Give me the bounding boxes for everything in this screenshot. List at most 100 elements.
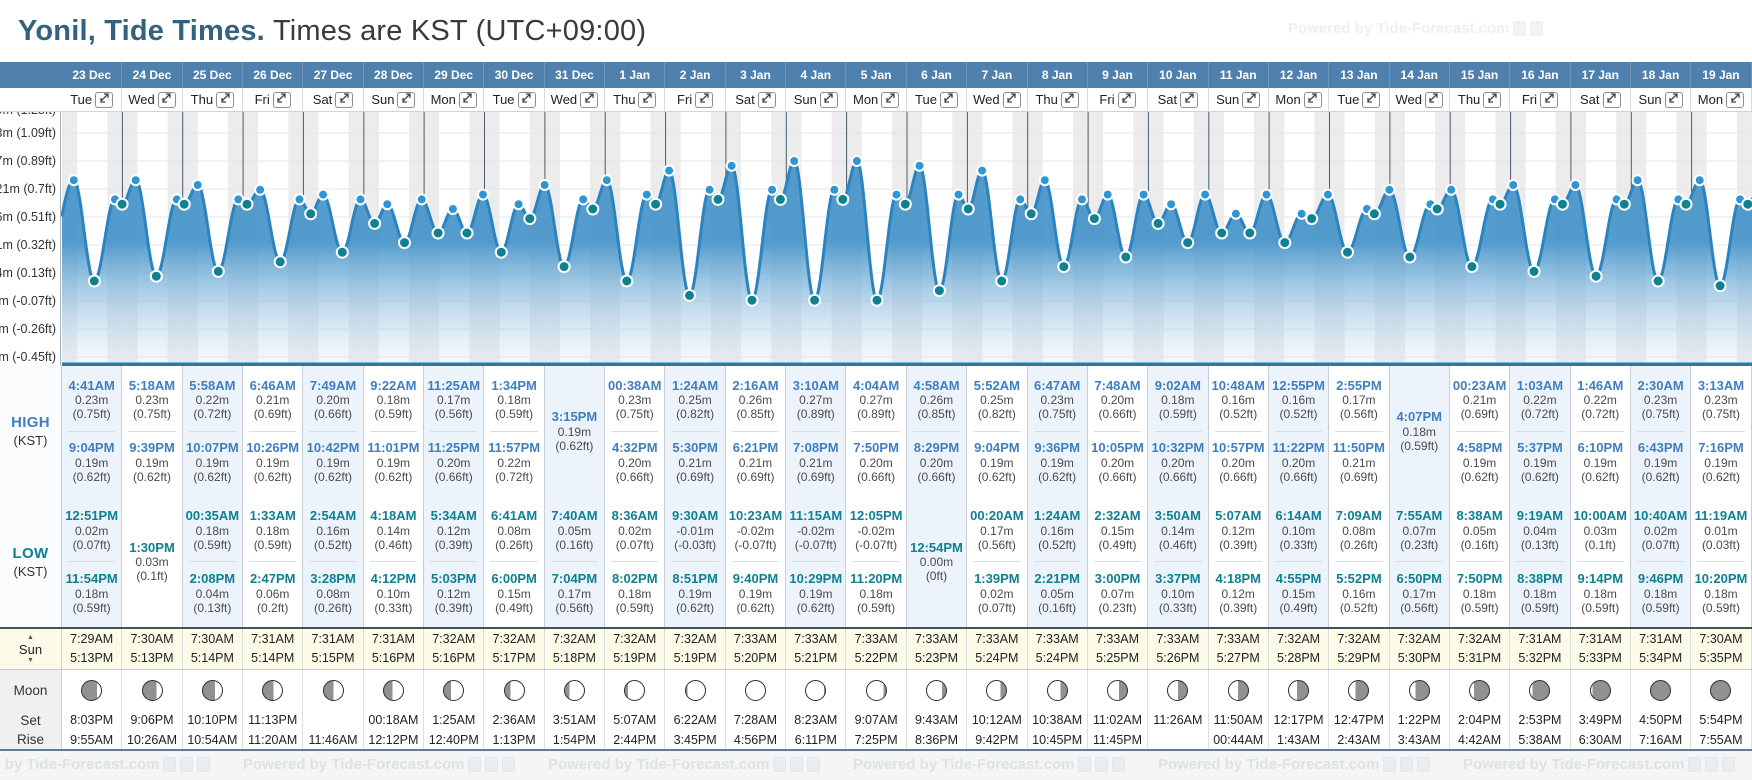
expand-day-button[interactable] <box>1726 91 1745 108</box>
tide-height-ft: (0.62ft) <box>314 469 353 484</box>
sunrise-time: 7:31AM <box>1518 631 1562 646</box>
expand-day-button[interactable] <box>881 91 900 108</box>
tide-height-m: 0.27m <box>859 393 893 408</box>
sun-times-cell: 7:32AM 5:31PM <box>1450 629 1511 669</box>
tide-height-m: 0.21m <box>1342 455 1376 470</box>
date-label: 10 Jan <box>1159 68 1197 82</box>
tide-height-m: 0.19m <box>1583 455 1617 470</box>
tide-height-ft: (0.75ft) <box>72 407 111 422</box>
date-label: 17 Jan <box>1581 68 1619 82</box>
expand-icon <box>160 92 173 107</box>
weekday-label: Fri <box>677 92 693 107</box>
tide-height-ft: (0.66ft) <box>434 469 473 484</box>
expand-day-button[interactable] <box>1180 91 1199 108</box>
tide-height-ft: (0.52ft) <box>1279 407 1318 422</box>
tide-entry: 12:54PM 0.00m (0ft) <box>907 499 966 624</box>
tide-entry: 7:08PM 0.21m (0.69ft) <box>792 430 840 494</box>
expand-day-button[interactable] <box>757 91 776 108</box>
sun-times-cell: 7:31AM 5:15PM <box>303 629 364 669</box>
moon-phase-cell <box>1631 670 1692 710</box>
expand-day-button[interactable] <box>638 91 657 108</box>
tide-entry: 5:34AM 0.12m (0.39ft) <box>424 499 483 561</box>
moon-phase-icon <box>1107 679 1129 701</box>
expand-day-button[interactable] <box>397 91 416 108</box>
expand-day-button[interactable] <box>216 91 235 108</box>
tide-time: 2:47PM <box>249 571 296 587</box>
tide-entry: 8:36AM 0.02m (0.07ft) <box>605 499 664 561</box>
sunrise-time: 7:33AM <box>1035 631 1079 646</box>
moon-phase-cell <box>1148 670 1209 710</box>
location-name: Yonil, Tide Times. <box>18 14 265 47</box>
expand-day-button[interactable] <box>1483 91 1502 108</box>
tide-time: 4:55PM <box>1275 571 1322 587</box>
tide-height-ft: (0.59ft) <box>1520 600 1559 615</box>
expand-day-button[interactable] <box>580 91 599 108</box>
tide-time: 10:05PM <box>1091 440 1144 456</box>
moon-phase-icon <box>1288 679 1310 701</box>
weekday-cell: Mon <box>846 88 907 111</box>
expand-day-button[interactable] <box>1602 91 1621 108</box>
tide-entry: 9:40PM 0.19m (0.62ft) <box>731 561 780 624</box>
expand-day-button[interactable] <box>1362 91 1381 108</box>
moonset-time: 12:47PM <box>1329 710 1390 730</box>
tide-time: 6:43PM <box>1637 440 1684 456</box>
date-header-cell: 4 Jan <box>786 62 847 88</box>
moon-phase-icon <box>744 679 766 701</box>
tide-entry: 2:16AM 0.26m (0.85ft) <box>726 369 785 431</box>
expand-day-button[interactable] <box>1242 91 1261 108</box>
expand-day-button[interactable] <box>1060 91 1079 108</box>
expand-day-button[interactable] <box>819 91 838 108</box>
expand-day-button[interactable] <box>1303 91 1322 108</box>
tide-height-m: -0.02m <box>797 523 835 538</box>
weekday-cell: Wed <box>967 88 1028 111</box>
tide-height-m: 0.22m <box>1523 393 1557 408</box>
watermark: Powered by Tide-Forecast.com <box>548 756 821 773</box>
tide-cell-high: 1:24AM 0.25m (0.82ft) 5:30PM 0.21m (0.69ft) <box>665 366 726 496</box>
tide-time: 3:50AM <box>1154 508 1201 524</box>
expand-day-button[interactable] <box>458 91 477 108</box>
expand-icon <box>1306 92 1319 107</box>
tide-height-ft: (0.85ft) <box>917 407 956 422</box>
moon-phase-icon <box>1469 679 1491 701</box>
expand-day-button[interactable] <box>939 91 958 108</box>
sun-times-cell: 7:31AM 5:14PM <box>243 629 304 669</box>
expand-day-button[interactable] <box>157 91 176 108</box>
tide-time: 1:30PM <box>129 539 175 555</box>
sun-row-label[interactable]: ▲ Sun ▼ <box>0 629 62 669</box>
expand-day-button[interactable] <box>1117 91 1136 108</box>
sun-label: Sun <box>18 641 43 657</box>
weekday-cell: Tue <box>907 88 968 111</box>
tide-entry: 2:30AM 0.23m (0.75ft) <box>1631 369 1690 431</box>
moonset-time: 10:10PM <box>183 710 244 730</box>
tide-entry: 12:51PM 0.02m (0.07ft) <box>62 499 121 561</box>
tide-time: 6:46AM <box>249 377 296 393</box>
tide-entry: 10:07PM 0.19m (0.62ft) <box>186 430 239 494</box>
expand-day-button[interactable] <box>1002 91 1021 108</box>
sunset-time: 5:26PM <box>1156 651 1200 665</box>
expand-day-button[interactable] <box>695 91 714 108</box>
sunrise-time: 7:32AM <box>432 631 476 646</box>
sun-times-cell: 7:30AM 5:35PM <box>1691 629 1752 669</box>
sun-times-cell: 7:32AM 5:17PM <box>484 629 545 669</box>
moon-phase-cell <box>364 670 425 710</box>
tide-height-ft: (0.69ft) <box>736 469 775 484</box>
tide-height-m: 0.19m <box>195 455 230 470</box>
tide-height-ft: (0.62ft) <box>1460 469 1499 484</box>
expand-day-button[interactable] <box>1664 91 1683 108</box>
expand-day-button[interactable] <box>1424 91 1443 108</box>
moonrise-time: 10:54AM <box>183 730 244 749</box>
watermark-icon <box>502 757 516 772</box>
sunrise-time: 7:30AM <box>130 631 174 646</box>
sun-times-cell: 7:33AM 5:26PM <box>1148 629 1209 669</box>
moonrise-time: 11:46AM <box>303 730 364 749</box>
tide-cell-high: 5:52AM 0.25m (0.82ft) 9:04PM 0.19m (0.62ft) <box>967 366 1028 496</box>
expand-day-button[interactable] <box>1540 91 1558 108</box>
tide-entry: 10:42PM 0.19m (0.62ft) <box>307 430 359 494</box>
expand-day-button[interactable] <box>517 91 536 108</box>
expand-day-button[interactable] <box>335 91 354 108</box>
expand-day-button[interactable] <box>272 91 291 108</box>
expand-day-button[interactable] <box>95 91 114 108</box>
tide-entry: 5:30PM 0.21m (0.69ft) <box>671 430 719 494</box>
expand-icon <box>1365 92 1378 107</box>
watermark-icon <box>485 757 499 772</box>
